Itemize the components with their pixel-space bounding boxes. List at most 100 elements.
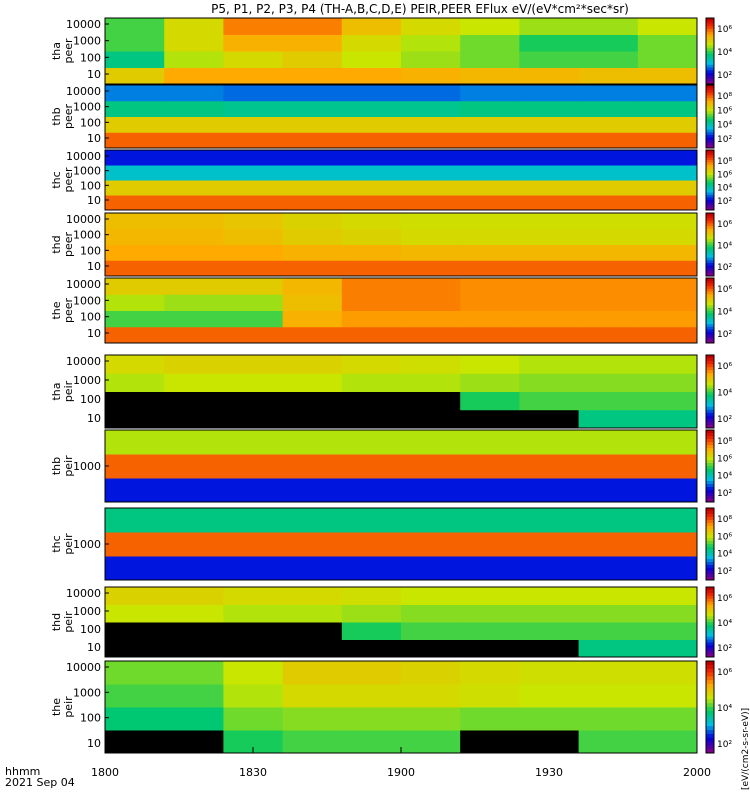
colorbar-frame [705, 84, 715, 149]
heatmap-cell [578, 150, 639, 166]
heatmap-cell [105, 430, 165, 455]
heatmap-cell [105, 180, 165, 196]
heatmap-cell [223, 661, 284, 685]
colorbar-step [706, 493, 714, 497]
heatmap-cell [282, 244, 343, 261]
colorbar-step [706, 695, 714, 700]
x-tick-label: 2000 [683, 766, 711, 779]
heatmap-cell [637, 622, 698, 640]
heatmap-cell [401, 409, 461, 429]
colorbar-tick-label: 10⁸ [717, 437, 732, 447]
heatmap-cell [164, 622, 224, 640]
colorbar-step [706, 568, 714, 572]
colorbar: 10⁸ 10⁶ 10⁴ 10² [705, 429, 732, 503]
colorbar-step [706, 291, 714, 295]
colorbar-step [706, 239, 714, 243]
colorbar-step [706, 20, 714, 24]
heatmap-cell [637, 228, 698, 245]
colorbar-step [706, 160, 714, 163]
colorbar-tick-label: 10⁴ [717, 184, 732, 194]
colorbar: 10⁶ 10⁴ 10² [705, 17, 732, 85]
colorbar-step [706, 283, 714, 287]
y-tick-label: 100 [80, 393, 101, 406]
colorbar-step [706, 367, 714, 371]
heatmap-cell [282, 85, 343, 102]
colorbar-step [706, 177, 714, 181]
colorbar-tick-label: 10⁶ [717, 532, 732, 542]
heatmap-cell [637, 85, 698, 102]
heatmap-cell [578, 508, 639, 533]
heatmap-cell [519, 639, 580, 658]
heatmap-cell [460, 684, 520, 708]
colorbar-step [706, 622, 714, 626]
y-tick-label: 1000 [73, 538, 101, 551]
heatmap-cell [341, 661, 402, 685]
heatmap-cell [282, 684, 343, 708]
colorbar-step [706, 228, 714, 232]
y-tick-label: 10000 [66, 18, 101, 31]
colorbar-step [706, 172, 714, 176]
colorbar-step [706, 140, 714, 144]
heatmap-cell [164, 150, 224, 166]
colorbar-step [706, 213, 714, 217]
colorbar-step [706, 439, 714, 443]
colorbar-step [706, 478, 714, 482]
heatmap-cell [164, 116, 224, 133]
heatmap-cell [164, 18, 224, 35]
heatmap-cell [637, 116, 698, 133]
panel-label: thcpeer [50, 167, 75, 193]
heatmap-cell [578, 430, 639, 455]
y-tick-label: 10000 [66, 355, 101, 368]
colorbar-step [706, 394, 714, 399]
heatmap-cell [401, 165, 461, 181]
heatmap-cell [519, 430, 580, 455]
heatmap-cell [223, 195, 284, 211]
colorbar-step [706, 454, 714, 458]
heatmap-cell [164, 454, 224, 479]
heatmap-cell [282, 391, 343, 411]
heatmap-cell [164, 132, 224, 149]
heatmap-cell [164, 409, 224, 429]
heatmap-cell [282, 326, 343, 344]
heatmap-cell [164, 532, 224, 557]
panel-frame [104, 586, 698, 658]
heatmap-cell [460, 278, 520, 295]
colorbar-step [706, 466, 714, 470]
heatmap-cell [578, 294, 639, 311]
heatmap-cell [460, 532, 520, 557]
colorbar-step [706, 604, 714, 608]
y-tick-label: 10 [87, 260, 101, 273]
heatmap-cell [282, 532, 343, 557]
colorbar-step [706, 87, 714, 91]
colorbar-step [706, 56, 714, 60]
panel-tha-peer: 10000 1000 100 10 thapeer 10⁶ 10⁴ 10² [50, 17, 732, 85]
heatmap-cell [637, 508, 698, 533]
heatmap-cell [223, 707, 284, 731]
heatmap-cell [164, 294, 224, 311]
heatmap-cell [519, 294, 580, 311]
heatmap-cell [223, 622, 284, 640]
heatmap-cell [223, 180, 284, 196]
panel-thd-peer: 10000 1000 100 10 thdpeer 10⁶ 10⁴ 10² [50, 212, 732, 277]
heatmap-cell [341, 18, 402, 35]
heatmap-cell [637, 18, 698, 35]
colorbar-step [706, 318, 714, 322]
heatmap-cell [282, 639, 343, 658]
heatmap-cell [105, 116, 165, 133]
colorbar-step [706, 589, 714, 594]
heatmap-cell [460, 228, 520, 245]
heatmap-cell [460, 355, 520, 374]
colorbar-step [706, 418, 714, 423]
colorbar-step [706, 587, 714, 591]
panel-label: thdpeir [50, 611, 75, 633]
heatmap-cell [341, 730, 402, 754]
heatmap-cell [105, 556, 165, 581]
colorbar-step [706, 523, 714, 527]
heatmap-cell [460, 310, 520, 328]
heatmap-cell [341, 587, 402, 605]
heatmap-cell [105, 34, 165, 52]
colorbar-step [706, 668, 714, 673]
colorbar-step [706, 90, 714, 94]
y-tick-label: 10000 [66, 213, 101, 226]
